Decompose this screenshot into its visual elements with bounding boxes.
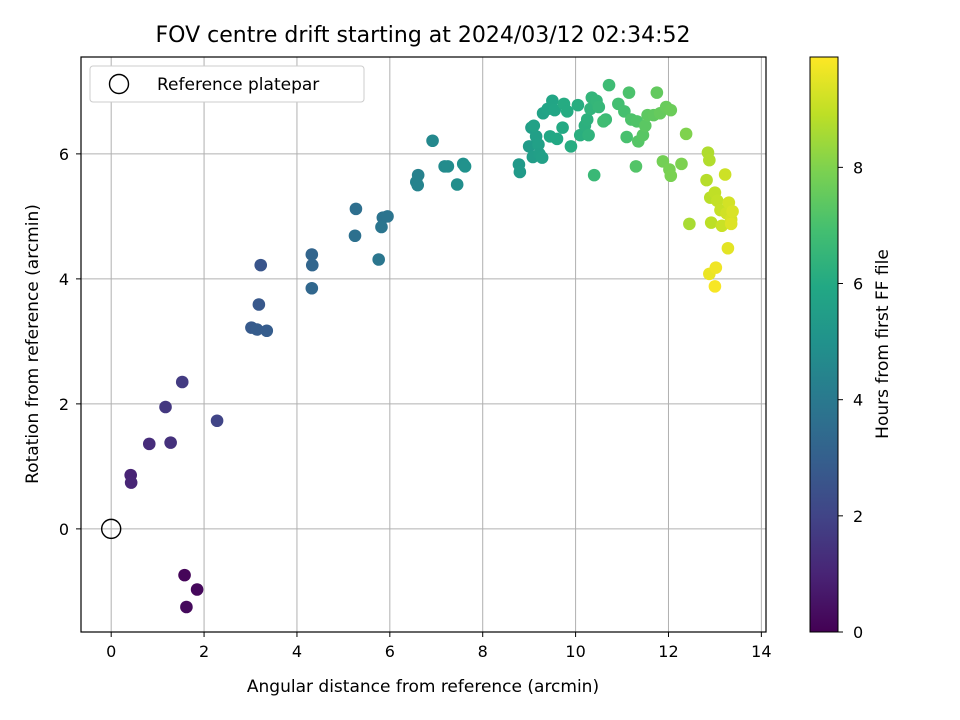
x-tick-label: 4 bbox=[292, 642, 302, 661]
scatter-point bbox=[580, 113, 594, 126]
scatter-point bbox=[532, 138, 545, 151]
scatter-point bbox=[513, 165, 527, 179]
scatter-point bbox=[426, 134, 439, 148]
colorbar-label: Hours from first FF file bbox=[873, 249, 893, 439]
scatter-point bbox=[564, 140, 578, 153]
scatter-point bbox=[210, 414, 224, 428]
scatter-point bbox=[620, 130, 633, 144]
scatter-point bbox=[178, 568, 191, 582]
grid-lines bbox=[81, 57, 766, 632]
scatter-point bbox=[349, 202, 363, 216]
scatter-point bbox=[548, 103, 561, 117]
x-tick-label: 6 bbox=[385, 642, 395, 661]
colorbar-tick-label: 8 bbox=[853, 158, 863, 177]
scatter-point bbox=[597, 115, 610, 128]
legend-box bbox=[89, 65, 365, 103]
legend-marker bbox=[108, 73, 130, 95]
colorbar-gradient bbox=[809, 56, 839, 633]
x-tick-label: 14 bbox=[751, 642, 771, 661]
scatter-point bbox=[602, 78, 616, 92]
scatter-point bbox=[726, 205, 739, 218]
scatter-point bbox=[560, 105, 574, 118]
scatter-point bbox=[381, 210, 394, 223]
x-tick-label: 10 bbox=[565, 642, 585, 661]
scatter-point bbox=[709, 261, 723, 274]
scatter-point bbox=[250, 323, 264, 336]
scatter-point bbox=[700, 173, 713, 187]
scatter-point bbox=[372, 253, 385, 266]
scatter-point bbox=[124, 476, 138, 489]
scatter-point bbox=[305, 281, 319, 295]
scatter-point bbox=[348, 229, 362, 243]
colorbar-tick-label: 6 bbox=[853, 275, 863, 294]
scatter-point bbox=[708, 280, 722, 293]
scatter-point bbox=[721, 241, 735, 255]
x-tick-label: 12 bbox=[658, 642, 678, 661]
scatter-point bbox=[703, 153, 716, 167]
colorbar: 0 2 4 6 8 Hours from first FF file bbox=[809, 56, 893, 642]
legend-entry: Reference platepar bbox=[157, 75, 319, 95]
y-axis-label: Rotation from reference (arcmin) bbox=[23, 204, 43, 484]
scatter-point bbox=[724, 217, 738, 231]
scatter-point bbox=[556, 121, 569, 134]
scatter-point bbox=[190, 583, 204, 596]
scatter-point bbox=[458, 160, 472, 173]
scatter-point bbox=[305, 258, 319, 272]
y-tick-label: 2 bbox=[59, 395, 69, 414]
scatter-point bbox=[704, 216, 718, 229]
reference-marker bbox=[100, 518, 122, 540]
scatter-point bbox=[180, 600, 193, 614]
y-tick-label: 4 bbox=[59, 270, 69, 289]
scatter-point bbox=[450, 178, 464, 191]
scatter-point bbox=[535, 151, 549, 164]
y-tick-label: 6 bbox=[59, 145, 69, 164]
chart-title: FOV centre drift starting at 2024/03/12 … bbox=[156, 23, 691, 48]
scatter-point bbox=[582, 128, 595, 142]
scatter-point bbox=[650, 86, 664, 99]
scatter-point bbox=[664, 103, 678, 117]
reference-point bbox=[100, 518, 122, 540]
scatter-point bbox=[159, 400, 172, 414]
colorbar-tick-label: 4 bbox=[853, 391, 863, 410]
scatter-point bbox=[375, 220, 388, 234]
colorbar-ticks: 0 2 4 6 8 bbox=[838, 158, 863, 642]
scatter-point bbox=[638, 119, 652, 133]
scatter-point bbox=[592, 100, 606, 114]
scatter-point bbox=[718, 168, 732, 181]
scatter-point bbox=[254, 258, 268, 272]
scatter-point bbox=[571, 98, 585, 112]
scatter-point bbox=[675, 157, 688, 171]
scatter-point bbox=[629, 160, 643, 173]
data-points bbox=[124, 78, 739, 614]
scatter-point bbox=[175, 375, 189, 389]
scatter-point bbox=[164, 436, 177, 449]
y-axis-ticks: 0 2 4 6 bbox=[59, 145, 81, 539]
scatter-point bbox=[587, 168, 601, 182]
scatter-point bbox=[683, 217, 696, 231]
y-tick-label: 0 bbox=[59, 520, 69, 539]
x-tick-label: 0 bbox=[106, 642, 116, 661]
scatter-point bbox=[305, 248, 319, 261]
legend: Reference platepar bbox=[89, 65, 365, 103]
scatter-point bbox=[441, 160, 455, 173]
scatter-point bbox=[679, 127, 693, 141]
scatter-point bbox=[142, 437, 156, 451]
scatter-point bbox=[411, 178, 424, 192]
scatter-point bbox=[527, 119, 541, 133]
scatter-point bbox=[260, 324, 274, 338]
scatter-point bbox=[664, 169, 678, 183]
x-axis-ticks: 0 2 4 6 8 10 12 14 bbox=[106, 632, 772, 661]
x-tick-label: 8 bbox=[478, 642, 488, 661]
plot-frame bbox=[80, 56, 767, 633]
scatter-point bbox=[252, 298, 266, 311]
colorbar-tick-label: 0 bbox=[853, 623, 863, 642]
scatter-point bbox=[622, 86, 636, 99]
scatter-point bbox=[550, 132, 564, 146]
x-axis-label: Angular distance from reference (arcmin) bbox=[247, 677, 599, 697]
colorbar-tick-label: 2 bbox=[853, 507, 863, 526]
x-tick-label: 2 bbox=[199, 642, 209, 661]
